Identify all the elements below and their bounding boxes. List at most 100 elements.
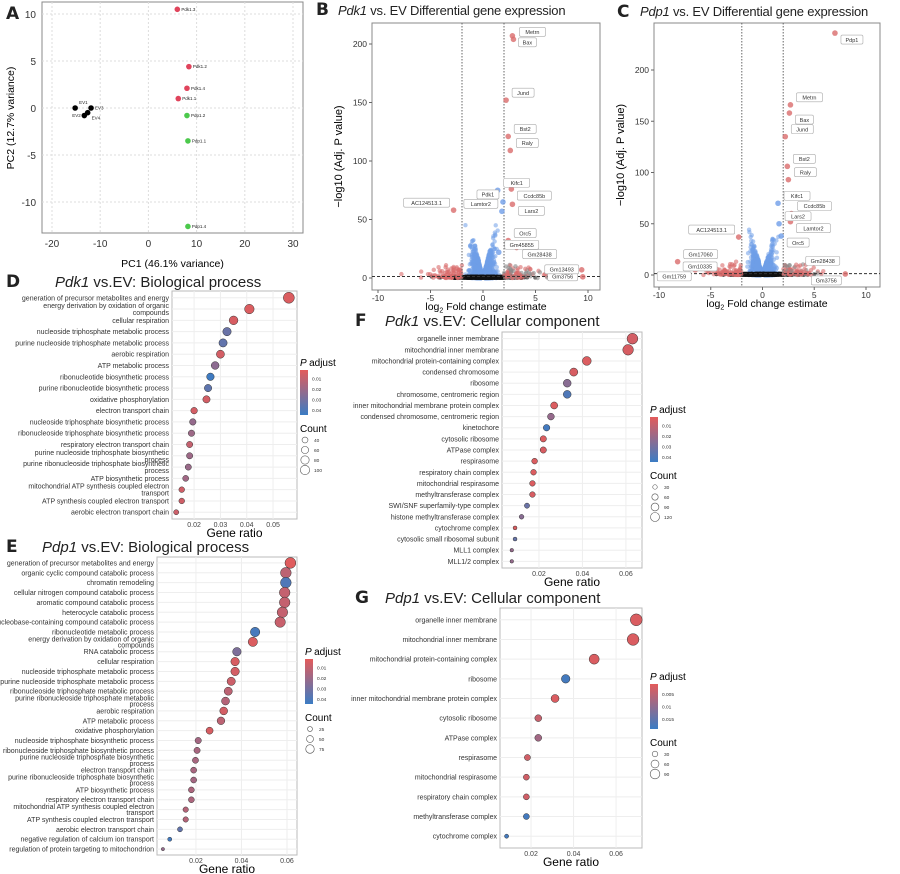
significant-gene-point [476,258,482,263]
title-gene: Pdp1 [42,539,78,556]
gene-label: AC124513.1 [411,201,442,207]
sample-label: Pdp1.2 [191,113,206,118]
term-label: ATP metabolic process [83,718,155,725]
term-dot [219,706,228,716]
y-axis-label: −log10 (Adj. P value) [615,104,627,206]
term-label: purine nucleoside triphosphate metabolic… [15,340,169,347]
padj-tick-label: 0.04 [312,408,322,414]
gene-label: Gm13493 [550,268,574,274]
term-dot [173,509,180,516]
term-dot [221,696,230,706]
term-dot [206,372,215,381]
title-gene: Pdp1 [640,4,670,19]
sample-label: Pdk1.3 [181,7,196,12]
term-dot [563,379,572,388]
term-dot [274,616,286,628]
x-axis-label: log2 Fold change estimate [706,298,827,312]
term-label: ATP synthesis coupled electron transport [27,817,154,824]
foldchange-gene-point [523,266,528,272]
x-axis-label: Gene ratio [544,575,600,589]
title-gene: Pdk1 [385,313,420,330]
term-label: negative regulation of calcium ion trans… [21,837,155,844]
foldchange-gene-point [399,271,404,277]
term-label: generation of precursor metabolites and … [7,560,155,567]
term-dot [177,826,183,833]
x-tick-label: -10 [653,290,666,300]
sample-point [81,112,88,119]
term-dot [216,716,226,725]
term-label: oxidative phosphorylation [90,397,169,404]
term-dot [184,463,192,471]
x-tick-label: 0 [146,239,152,250]
term-label: ribonucleoside triphosphate biosynthetic… [18,431,169,438]
term-label: purine nucleoside triphosphate biosynthe… [20,755,155,768]
labeled-gene-point [510,36,517,43]
foldchange-gene-point [722,267,727,272]
gene-label: Raly [522,141,533,147]
term-dot [194,737,202,744]
y-tick-label: 50 [358,215,368,225]
labeled-gene-point [735,234,742,240]
term-label: purine ribonucleoside triphosphate metab… [15,696,154,709]
significant-gene-point [748,266,753,271]
count-legend-circle [300,465,310,475]
term-label: ATP biosynthetic process [76,787,155,794]
term-label: inner mitochondrial membrane protein com… [353,403,499,410]
panel-e-title: Pdp1 vs.EV: Biological process [42,540,249,555]
term-label: mitochondrial ATP synthesis coupled elec… [28,484,169,498]
significant-gene-point [495,269,500,274]
labeled-gene-point [776,220,782,227]
y-tick-label: 0 [644,270,649,280]
gene-label: Gm3756 [816,279,837,285]
term-dot [192,756,199,764]
term-label: electron transport chain [96,408,169,415]
sample-point [175,95,182,102]
labeled-gene-point [495,249,502,256]
y-tick-label: 200 [353,39,367,49]
term-dot [188,429,195,437]
term-dot [190,407,198,415]
term-dot [188,786,195,794]
labeled-gene-point [578,267,585,273]
x-tick-label: 0.06 [280,858,294,865]
gene-label: Pdk1 [482,193,495,199]
significant-gene-point [492,246,497,251]
x-tick-label: 10 [191,239,203,250]
term-label: aerobic electron transport chain [56,827,154,834]
term-dot [190,776,197,784]
significant-gene-point [756,267,762,272]
term-label: ATPase complex [447,448,500,455]
term-dot [582,356,592,366]
significant-gene-point [486,251,492,257]
sample-point [174,6,181,13]
foldchange-gene-point [733,259,739,264]
term-label: ribonucleotide biosynthetic process [60,374,169,381]
term-label: energy derivation by oxidation of organi… [43,303,169,317]
sample-label: Pdp1.1 [192,138,207,143]
term-label: chromatin remodeling [87,580,154,587]
y-tick-label: 200 [635,65,649,75]
panel-c-title: Pdp1 vs. EV Differential gene expression [640,5,868,18]
count-tick-label: 80 [314,458,320,464]
labeled-gene-point [450,207,457,213]
foldchange-gene-point [787,262,792,268]
foldchange-gene-point [537,270,543,275]
count-tick-label: 50 [319,737,325,743]
gene-label: Gm11759 [662,275,686,281]
x-tick-label: 30 [287,239,299,250]
y-tick-label: -5 [27,151,36,162]
significant-gene-point [477,265,483,271]
labeled-gene-point [786,110,793,116]
sample-point [88,105,94,111]
nonsignificant-gene-point [755,272,760,277]
gene-label: Lamtor2 [803,226,823,232]
term-label: kinetochore [463,425,499,432]
term-dot [280,567,292,579]
significant-gene-point [748,234,753,240]
term-dot [193,747,201,754]
labeled-gene-point [674,258,681,265]
term-dot [244,304,255,315]
term-label: energy derivation by oxidation of organi… [28,636,154,649]
